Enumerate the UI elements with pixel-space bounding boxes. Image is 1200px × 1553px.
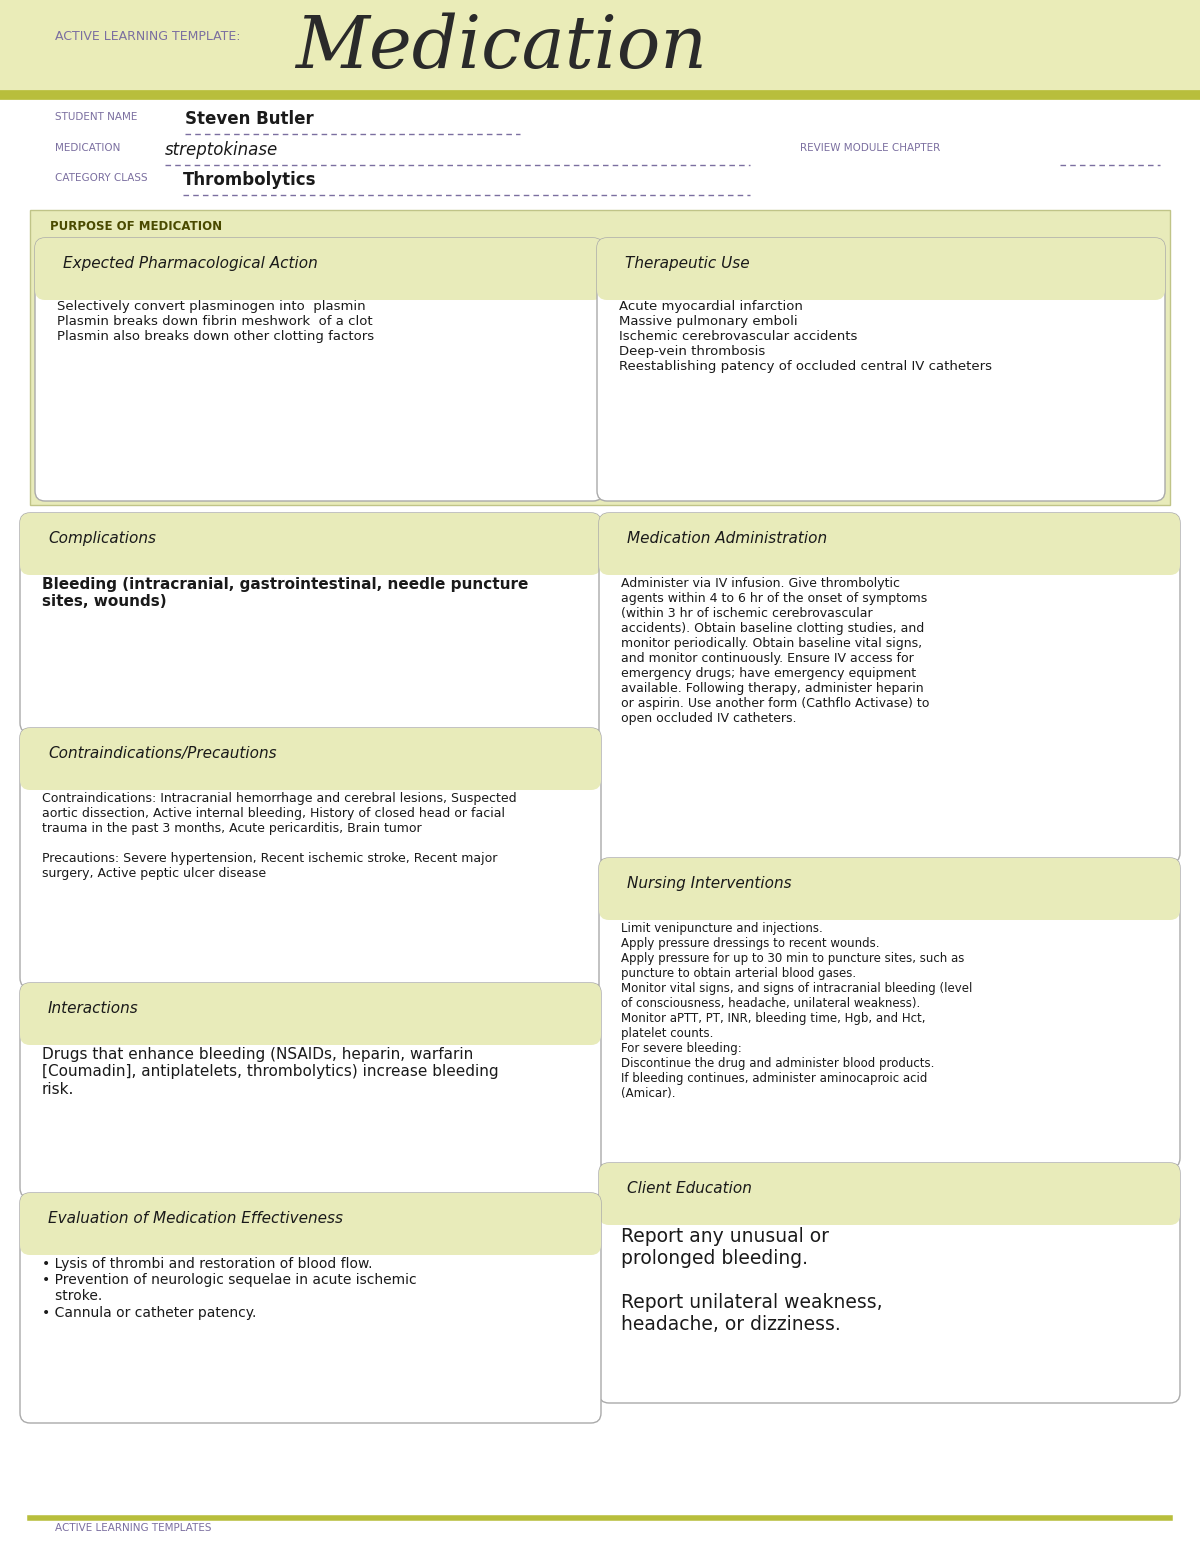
Text: Report any unusual or
prolonged bleeding.

Report unilateral weakness,
headache,: Report any unusual or prolonged bleeding…	[622, 1227, 883, 1334]
Text: • Lysis of thrombi and restoration of blood flow.
• Prevention of neurologic seq: • Lysis of thrombi and restoration of bl…	[42, 1256, 416, 1320]
FancyBboxPatch shape	[30, 1014, 592, 1034]
FancyBboxPatch shape	[599, 857, 1180, 1168]
FancyBboxPatch shape	[20, 728, 601, 790]
FancyBboxPatch shape	[30, 759, 592, 780]
Text: PURPOSE OF MEDICATION: PURPOSE OF MEDICATION	[50, 221, 222, 233]
FancyBboxPatch shape	[30, 1224, 592, 1246]
Text: Interactions: Interactions	[48, 1002, 139, 1016]
Text: CATEGORY CLASS: CATEGORY CLASS	[55, 172, 148, 183]
FancyBboxPatch shape	[598, 238, 1165, 300]
Text: Client Education: Client Education	[628, 1180, 752, 1196]
Text: Evaluation of Medication Effectiveness: Evaluation of Medication Effectiveness	[48, 1211, 343, 1225]
Text: ACTIVE LEARNING TEMPLATE:: ACTIVE LEARNING TEMPLATE:	[55, 30, 240, 43]
FancyBboxPatch shape	[20, 983, 601, 1045]
Text: ACTIVE LEARNING TEMPLATES: ACTIVE LEARNING TEMPLATES	[55, 1523, 211, 1533]
FancyBboxPatch shape	[20, 1193, 601, 1423]
FancyBboxPatch shape	[30, 544, 592, 565]
Text: Contraindications/Precautions: Contraindications/Precautions	[48, 745, 277, 761]
Text: MEDICATION: MEDICATION	[55, 143, 120, 154]
FancyBboxPatch shape	[610, 1194, 1170, 1214]
FancyBboxPatch shape	[20, 983, 601, 1197]
FancyBboxPatch shape	[20, 1193, 601, 1255]
Text: Therapeutic Use: Therapeutic Use	[625, 256, 750, 272]
Text: STUDENT NAME: STUDENT NAME	[55, 112, 137, 123]
Text: Medication: Medication	[295, 12, 707, 82]
Text: Drugs that enhance bleeding (NSAIDs, heparin, warfarin
[Coumadin], antiplatelets: Drugs that enhance bleeding (NSAIDs, hep…	[42, 1047, 499, 1096]
FancyBboxPatch shape	[607, 269, 1154, 290]
Text: Steven Butler: Steven Butler	[185, 110, 313, 127]
FancyBboxPatch shape	[598, 238, 1165, 502]
FancyBboxPatch shape	[35, 238, 604, 300]
FancyBboxPatch shape	[599, 1163, 1180, 1402]
FancyBboxPatch shape	[35, 238, 604, 502]
Text: REVIEW MODULE CHAPTER: REVIEW MODULE CHAPTER	[800, 143, 941, 154]
FancyBboxPatch shape	[610, 544, 1170, 565]
FancyBboxPatch shape	[30, 210, 1170, 505]
FancyBboxPatch shape	[599, 857, 1180, 919]
Text: Acute myocardial infarction
Massive pulmonary emboli
Ischemic cerebrovascular ac: Acute myocardial infarction Massive pulm…	[619, 300, 992, 373]
Text: Thrombolytics: Thrombolytics	[182, 171, 317, 189]
Text: Expected Pharmacological Action: Expected Pharmacological Action	[64, 256, 318, 272]
Text: Administer via IV infusion. Give thrombolytic
agents within 4 to 6 hr of the ons: Administer via IV infusion. Give thrombo…	[622, 578, 929, 725]
FancyBboxPatch shape	[20, 512, 601, 575]
FancyBboxPatch shape	[610, 888, 1170, 910]
FancyBboxPatch shape	[599, 1163, 1180, 1225]
Text: Selectively convert plasminogen into  plasmin
Plasmin breaks down fibrin meshwor: Selectively convert plasminogen into pla…	[58, 300, 374, 343]
Text: streptokinase: streptokinase	[166, 141, 278, 158]
FancyBboxPatch shape	[20, 728, 601, 988]
Text: Medication Administration: Medication Administration	[628, 531, 827, 547]
FancyBboxPatch shape	[0, 0, 1200, 95]
FancyBboxPatch shape	[46, 269, 593, 290]
FancyBboxPatch shape	[20, 512, 601, 733]
Text: Limit venipuncture and injections.
Apply pressure dressings to recent wounds.
Ap: Limit venipuncture and injections. Apply…	[622, 922, 972, 1100]
Text: Nursing Interventions: Nursing Interventions	[628, 876, 792, 891]
FancyBboxPatch shape	[599, 512, 1180, 863]
Text: Contraindications: Intracranial hemorrhage and cerebral lesions, Suspected
aorti: Contraindications: Intracranial hemorrha…	[42, 792, 517, 881]
FancyBboxPatch shape	[599, 512, 1180, 575]
Text: Complications: Complications	[48, 531, 156, 547]
Text: Bleeding (intracranial, gastrointestinal, needle puncture
sites, wounds): Bleeding (intracranial, gastrointestinal…	[42, 578, 528, 609]
